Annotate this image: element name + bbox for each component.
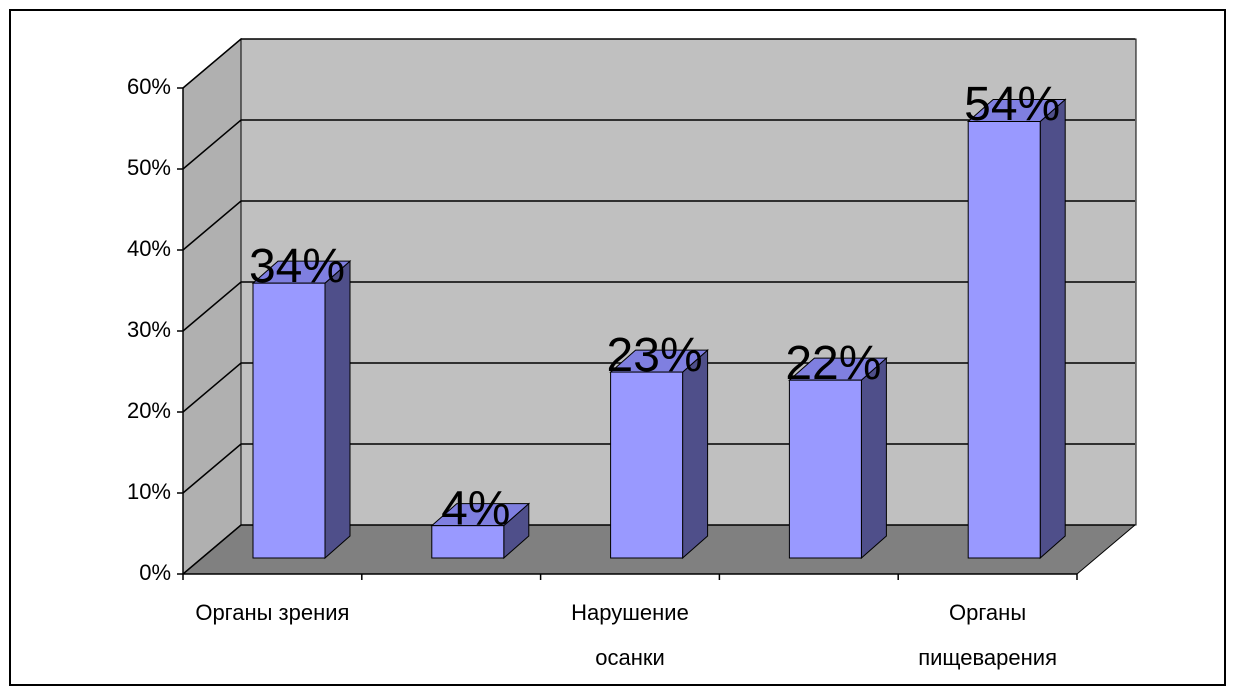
x-tick-label: Нарушение осанки <box>571 600 689 670</box>
grid-line <box>182 119 1135 170</box>
bar-side <box>324 260 351 560</box>
value-label: 23% <box>607 329 703 382</box>
value-label: 54% <box>964 78 1060 131</box>
bar <box>252 282 326 559</box>
x-tick-label: Органы пищеварения <box>918 600 1057 670</box>
bar <box>788 379 862 559</box>
y-tick-label: 50% <box>127 155 171 180</box>
grid-line <box>182 38 1135 89</box>
bar <box>967 121 1041 559</box>
grid-line <box>182 200 1135 251</box>
value-label: 22% <box>785 337 881 390</box>
y-tick-label: 10% <box>127 479 171 504</box>
value-label: 34% <box>249 240 345 293</box>
value-label: 4% <box>441 482 510 535</box>
bar-side <box>1039 98 1066 560</box>
x-tick-label: Органы зрения <box>195 600 350 625</box>
y-tick-label: 40% <box>127 236 171 261</box>
bar <box>431 525 505 559</box>
grid-line <box>182 281 1135 332</box>
y-tick-label: 60% <box>127 74 171 99</box>
y-tick-label: 20% <box>127 398 171 423</box>
y-tick-label: 30% <box>127 317 171 342</box>
bar <box>610 371 684 559</box>
y-tick-label: 0% <box>139 560 171 585</box>
